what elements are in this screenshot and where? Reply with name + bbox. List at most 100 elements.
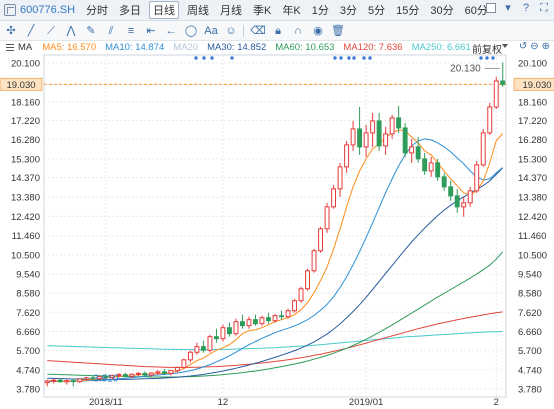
candle-body[interactable] (70, 380, 76, 383)
candle-body[interactable] (435, 162, 441, 178)
candle-body[interactable] (292, 300, 297, 312)
candle-body[interactable] (337, 166, 343, 190)
candle-body[interactable] (370, 120, 376, 134)
candle-body[interactable] (324, 206, 330, 230)
candle-body[interactable] (344, 144, 350, 168)
candle-body[interactable] (363, 132, 369, 148)
pen-tool-icon[interactable]: ✎ (86, 24, 96, 37)
eye-icon[interactable]: ◉ (313, 24, 323, 37)
candle-body[interactable] (422, 158, 428, 172)
polyline-tool-icon[interactable]: ⋀ (66, 24, 76, 37)
candle-body[interactable] (135, 372, 141, 375)
candle-body[interactable] (96, 376, 102, 380)
candle-body[interactable] (142, 372, 148, 376)
event-marker-dot[interactable] (368, 56, 372, 60)
ma-legend-item[interactable]: MA60: 10.653 (275, 42, 335, 53)
candle-body[interactable] (480, 132, 486, 166)
event-marker-dot[interactable] (339, 56, 343, 60)
candle-body[interactable] (415, 146, 421, 160)
candle-body[interactable] (461, 202, 467, 208)
measure-tool-icon[interactable]: ⇤ (146, 24, 156, 37)
candle-body[interactable] (467, 190, 473, 204)
checkbox[interactable] (486, 3, 496, 13)
adjustment-select[interactable]: 前复权 (472, 45, 502, 56)
candle-body[interactable] (77, 378, 83, 383)
crosshair-icon[interactable]: ✣ (6, 24, 16, 37)
candle-body[interactable] (350, 128, 356, 146)
candle-body[interactable] (51, 379, 57, 382)
event-marker-dot[interactable] (210, 56, 214, 60)
candle-body[interactable] (122, 374, 128, 377)
candle-body[interactable] (220, 327, 226, 340)
period-tab[interactable]: 季K (253, 5, 272, 17)
candle-body[interactable] (57, 379, 63, 383)
candle-body[interactable] (240, 321, 245, 327)
period-tab[interactable]: 3分 (339, 5, 357, 17)
event-marker-dot[interactable] (479, 56, 483, 60)
event-marker-dot[interactable] (194, 56, 198, 60)
event-marker-dot[interactable] (333, 56, 337, 60)
trash-icon[interactable]: 🗑︎ (331, 24, 345, 37)
line-tool-icon[interactable]: ╱ (27, 24, 35, 37)
candle-body[interactable] (441, 176, 447, 188)
candle-body[interactable] (331, 188, 337, 208)
period-tab[interactable]: 年K (282, 5, 301, 17)
period-tab[interactable]: 多日 (119, 5, 142, 17)
menu-icon[interactable] (6, 43, 14, 52)
candle-body[interactable] (213, 336, 219, 340)
candle-body[interactable] (311, 250, 317, 272)
undo-icon[interactable]: ↺ (518, 41, 528, 52)
magnet-icon[interactable]: ∩ (294, 24, 302, 37)
candle-body[interactable] (129, 373, 135, 377)
ma-legend-item[interactable]: MA30: 14.852 (207, 42, 267, 53)
candle-body[interactable] (428, 162, 434, 172)
candle-body[interactable] (226, 327, 232, 335)
candle-body[interactable] (109, 375, 115, 378)
candle-body[interactable] (474, 164, 480, 192)
candle-body[interactable] (187, 351, 193, 361)
candle-body[interactable] (396, 117, 402, 129)
period-tab[interactable]: 30分 (430, 5, 454, 17)
ray-tool-icon[interactable]: ⟋ (47, 24, 55, 37)
candle-body[interactable] (409, 146, 415, 154)
candle-body[interactable] (266, 317, 271, 322)
shape-tool-icon[interactable]: ◯ (184, 24, 198, 37)
candle-body[interactable] (259, 317, 265, 325)
chevron-down-icon[interactable]: ▾ (505, 2, 511, 14)
candle-body[interactable] (200, 346, 206, 351)
ma-legend-item[interactable]: MA20 (173, 42, 199, 53)
candle-body[interactable] (116, 374, 122, 377)
candle-body[interactable] (279, 315, 284, 318)
ma-legend-item[interactable]: MA10: 14.874 (105, 42, 165, 53)
candle-body[interactable] (298, 288, 304, 302)
candle-body[interactable] (389, 117, 395, 135)
ma-legend-item[interactable]: MA250: 6.661 (411, 42, 471, 53)
candle-body[interactable] (207, 336, 213, 351)
candle-body[interactable] (402, 127, 408, 154)
candle-body[interactable] (181, 359, 187, 368)
expand-icon[interactable]: ⛶ (540, 2, 548, 14)
event-marker-dot[interactable] (485, 56, 489, 60)
candle-body[interactable] (500, 80, 506, 85)
event-marker-dot[interactable] (491, 56, 495, 60)
help-icon[interactable]: ? (522, 2, 530, 14)
fib-tool-icon[interactable]: ≡ (127, 24, 135, 37)
stock-code[interactable]: 600776.SH (20, 4, 76, 16)
text-tool-icon[interactable]: Aa (204, 24, 218, 37)
candle-body[interactable] (44, 380, 50, 384)
candle-body[interactable] (174, 366, 180, 372)
candle-body[interactable] (168, 370, 174, 374)
candle-body[interactable] (148, 372, 154, 376)
candle-body[interactable] (64, 380, 70, 383)
candle-body[interactable] (233, 321, 239, 335)
candle-body[interactable] (454, 195, 460, 208)
candle-body[interactable] (305, 270, 310, 290)
plus-icon[interactable]: ⊕ (541, 41, 550, 52)
period-tab[interactable]: 15分 (396, 5, 420, 17)
period-tab[interactable]: 月线 (220, 5, 243, 17)
candle-body[interactable] (493, 80, 499, 108)
candle-body[interactable] (383, 133, 389, 147)
event-marker-dot[interactable] (347, 56, 351, 60)
event-marker-dot[interactable] (362, 56, 366, 60)
candle-body[interactable] (272, 315, 278, 322)
